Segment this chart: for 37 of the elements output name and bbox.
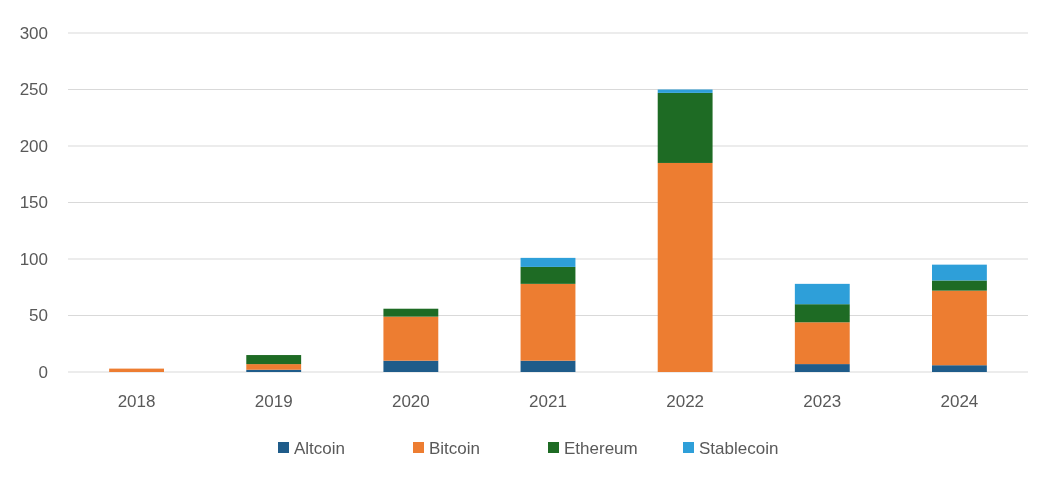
x-tick-label: 2018 — [117, 392, 156, 411]
bar — [794, 283, 850, 305]
bar — [520, 360, 576, 372]
x-tick-label: 2023 — [803, 392, 842, 411]
x-tick-label: 2024 — [940, 392, 979, 411]
legend-label: Ethereum — [564, 438, 638, 458]
legend-label: Altcoin — [294, 438, 346, 458]
bar — [932, 290, 987, 366]
x-tick-label: 2021 — [529, 392, 567, 411]
bar — [520, 283, 576, 361]
y-tick-label: 100 — [19, 249, 48, 269]
bar — [383, 316, 439, 361]
y-tick-label: 150 — [19, 193, 48, 213]
legend-label: Bitcoin — [429, 438, 481, 458]
bar — [657, 162, 713, 372]
bar — [932, 365, 987, 372]
bar — [794, 322, 850, 365]
y-tick-label: 0 — [38, 362, 48, 382]
x-tick-label: 2022 — [666, 392, 705, 411]
bar — [932, 264, 987, 281]
bar — [383, 360, 439, 372]
bar — [932, 280, 987, 291]
bar — [520, 266, 576, 284]
y-tick-label: 300 — [19, 23, 48, 43]
y-tick-label: 200 — [19, 136, 48, 156]
bar — [246, 364, 302, 370]
y-tick-label: 250 — [19, 80, 48, 100]
x-tick-label: 2019 — [254, 392, 293, 411]
y-tick-label: 50 — [29, 306, 48, 326]
bar — [657, 92, 713, 163]
x-tick-label: 2020 — [391, 392, 430, 411]
legend-label: Stablecoin — [699, 438, 779, 458]
bar — [246, 355, 302, 365]
bar — [794, 304, 850, 323]
bar — [383, 308, 439, 317]
bar — [520, 257, 576, 267]
bar — [794, 364, 850, 372]
